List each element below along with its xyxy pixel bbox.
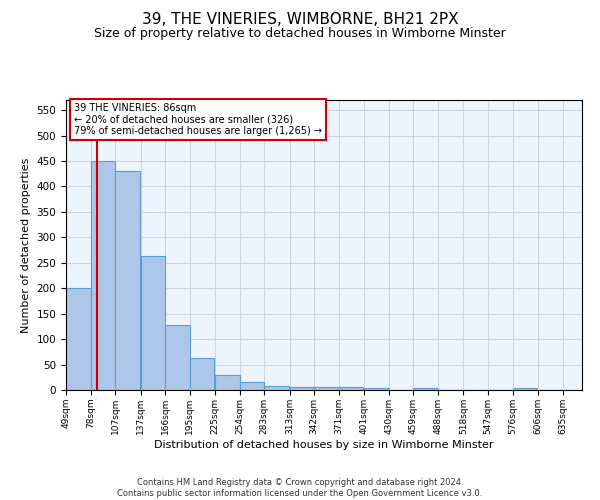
Text: 39, THE VINERIES, WIMBORNE, BH21 2PX: 39, THE VINERIES, WIMBORNE, BH21 2PX (142, 12, 458, 28)
Bar (91, 161, 115, 390)
Y-axis label: Number of detached properties: Number of detached properties (21, 158, 31, 332)
Bar (364, 388, 389, 390)
Bar (115, 171, 140, 390)
Bar (190, 358, 214, 390)
Bar (314, 388, 339, 390)
Text: 39 THE VINERIES: 86sqm
← 20% of detached houses are smaller (326)
79% of semi-de: 39 THE VINERIES: 86sqm ← 20% of detached… (74, 103, 322, 136)
Bar (264, 386, 289, 390)
Bar (339, 388, 364, 390)
Bar (66, 288, 91, 390)
Bar (165, 325, 190, 390)
Bar (215, 374, 239, 390)
Bar (140, 256, 165, 390)
Bar (512, 388, 537, 390)
Bar (413, 388, 438, 390)
Text: Contains HM Land Registry data © Crown copyright and database right 2024.
Contai: Contains HM Land Registry data © Crown c… (118, 478, 482, 498)
X-axis label: Distribution of detached houses by size in Wimborne Minster: Distribution of detached houses by size … (154, 440, 494, 450)
Bar (239, 382, 264, 390)
Text: Size of property relative to detached houses in Wimborne Minster: Size of property relative to detached ho… (94, 28, 506, 40)
Bar (290, 388, 314, 390)
